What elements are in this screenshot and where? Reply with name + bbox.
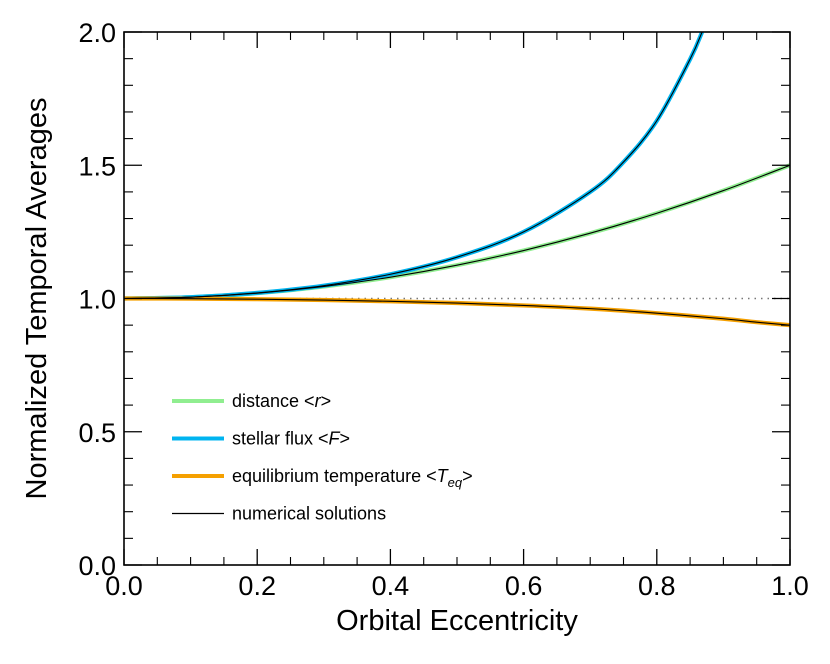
legend-label-teq: equilibrium temperature <Teq> (232, 466, 473, 490)
numerical-solution-line-distance-r (124, 164, 790, 300)
legend-entry-flux: stellar flux <F> (172, 429, 350, 449)
y-tick-label: 1.0 (78, 285, 116, 315)
y-tick-label: 1.5 (78, 151, 116, 181)
numerical-solution-line-stellar-flux-f (124, 32, 703, 300)
legend-entry-distance: distance <r> (172, 391, 331, 411)
legend-label-numerical: numerical solutions (232, 504, 386, 524)
y-tick-label: 0.0 (78, 551, 116, 581)
numerical-solution-line-equilibrium-temperature-t-eq (124, 297, 790, 326)
x-axis-label: Orbital Eccentricity (336, 605, 578, 637)
x-tick-label: 0.0 (105, 571, 143, 601)
series-line-stellar-flux-f (124, 32, 705, 301)
y-tick-label: 2.0 (78, 18, 116, 48)
x-tick-label: 0.8 (638, 571, 676, 601)
y-axis-label: Normalized Temporal Averages (21, 98, 53, 500)
x-tick-label: 0.6 (505, 571, 543, 601)
x-tick-label: 0.4 (372, 571, 410, 601)
x-tick-label: 1.0 (771, 571, 809, 601)
legend-label-distance: distance <r> (232, 391, 331, 411)
legend-label-flux: stellar flux <F> (232, 429, 350, 449)
x-tick-label: 0.2 (238, 571, 276, 601)
legend-entry-numerical: numerical solutions (172, 504, 386, 524)
series-line-distance-r (124, 163, 790, 301)
y-tick-label: 0.5 (78, 418, 116, 448)
legend-entry-teq: equilibrium temperature <Teq> (172, 466, 473, 490)
